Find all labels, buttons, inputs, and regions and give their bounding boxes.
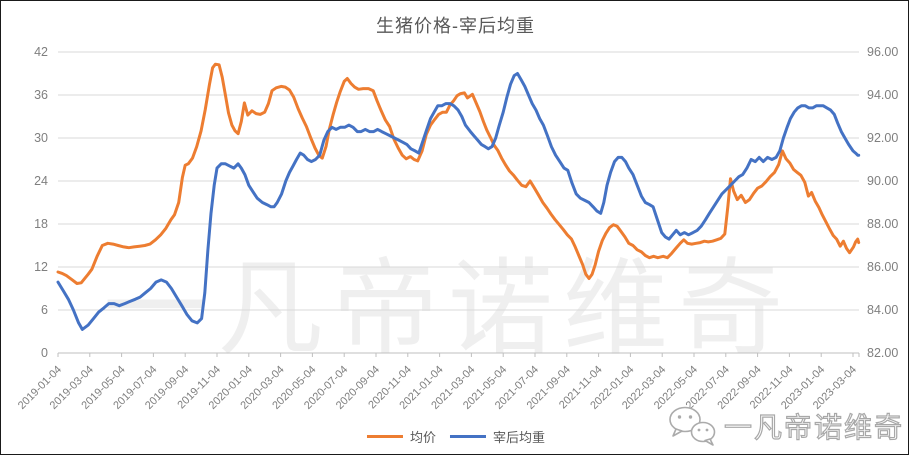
right-axis-tick-label: 94.00 xyxy=(867,88,898,102)
legend: 均价 宰后均重 xyxy=(366,427,545,446)
left-axis-tick-label: 18 xyxy=(34,217,48,231)
legend-item-carcass-weight[interactable]: 宰后均重 xyxy=(450,427,545,446)
legend-item-avg-price[interactable]: 均价 xyxy=(366,427,436,446)
right-axis-tick-label: 82.00 xyxy=(867,346,898,360)
bottom-watermark: 一凡帝诺维奇 xyxy=(666,404,904,448)
bottom-watermark-text: 一凡帝诺维奇 xyxy=(723,411,904,443)
legend-label-avg-price: 均价 xyxy=(409,430,436,445)
right-axis-tick-label: 92.00 xyxy=(867,131,898,145)
series-line-carcass-weight xyxy=(56,72,861,331)
legend-label-carcass-weight: 宰后均重 xyxy=(493,430,546,445)
right-axis-tick-label: 96.00 xyxy=(867,45,898,59)
series-line-avg-price xyxy=(56,62,861,285)
left-axis-tick-label: 0 xyxy=(41,346,48,360)
right-axis-tick-label: 90.00 xyxy=(867,174,898,188)
left-axis-tick-label: 30 xyxy=(34,131,48,145)
legend-line-avg-price-icon xyxy=(366,435,403,438)
legend-line-carcass-weight-icon xyxy=(450,435,486,438)
left-axis-tick-label: 6 xyxy=(41,303,48,317)
wechat-icon xyxy=(669,406,716,446)
right-axis-tick-label: 84.00 xyxy=(867,303,898,317)
right-axis-tick-label: 86.00 xyxy=(867,260,898,274)
chart-title: 生猪价格-宰后均重 xyxy=(376,16,535,36)
left-axis-tick-label: 42 xyxy=(34,45,48,59)
left-axis-tick-label: 12 xyxy=(34,260,48,274)
right-axis-tick-label: 88.00 xyxy=(867,217,898,231)
left-axis-tick-label: 24 xyxy=(34,174,48,188)
left-axis-tick-label: 36 xyxy=(34,88,48,102)
